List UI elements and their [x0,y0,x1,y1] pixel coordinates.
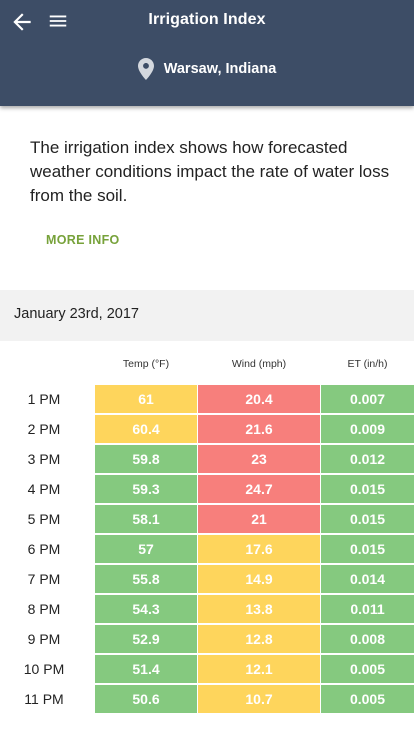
et-cell: 0.015 [321,535,414,563]
et-cell: 0.015 [321,505,414,533]
temp-cell: 57 [95,535,197,563]
app-header: Irrigation Index Warsaw, Indiana [0,0,414,106]
hamburger-menu-icon[interactable] [47,10,69,32]
et-cell: 0.005 [321,655,414,683]
row-time-label: 6 PM [27,541,61,557]
row-time-label: 8 PM [27,601,61,617]
row-time-label: 3 PM [27,451,61,467]
column-header-et: ET (in/h) [347,358,388,370]
column-header-temp: Temp (°F) [122,358,170,370]
more-info-link[interactable]: MORE INFO [46,233,120,247]
row-time-label: 1 PM [27,391,61,407]
temp-cell: 54.3 [95,595,197,623]
row-time-label: 2 PM [27,421,61,437]
et-cell: 0.008 [321,625,414,653]
et-cell: 0.007 [321,385,414,413]
temp-cell: 60.4 [95,415,197,443]
intro-text: The irrigation index shows how forecaste… [30,138,390,205]
location-name: Warsaw, Indiana [163,61,277,77]
wind-cell: 14.9 [198,565,320,593]
et-cell: 0.012 [321,445,414,473]
wind-cell: 12.1 [198,655,320,683]
et-cell: 0.009 [321,415,414,443]
row-time-label: 11 PM [24,691,64,707]
et-cell: 0.005 [321,685,414,713]
et-cell: 0.015 [321,475,414,503]
row-time-label: 4 PM [27,481,61,497]
wind-cell: 21.6 [198,415,320,443]
et-cell: 0.011 [321,595,414,623]
wind-cell: 24.7 [198,475,320,503]
temp-cell: 55.8 [95,565,197,593]
temp-cell: 50.6 [95,685,197,713]
page-title: Irrigation Index [148,11,266,28]
temp-cell: 58.1 [95,505,197,533]
temp-cell: 61 [95,385,197,413]
wind-cell: 12.8 [198,625,320,653]
date-bar: January 23rd, 2017 [0,290,414,341]
temp-cell: 52.9 [95,625,197,653]
wind-cell: 21 [198,505,320,533]
row-time-label: 5 PM [27,511,61,527]
temp-cell: 59.8 [95,445,197,473]
et-cell: 0.014 [321,565,414,593]
back-arrow-icon[interactable] [9,9,35,35]
wind-cell: 23 [198,445,320,473]
temp-cell: 59.3 [95,475,197,503]
wind-cell: 13.8 [198,595,320,623]
forecast-date: January 23rd, 2017 [14,306,139,322]
temp-cell: 51.4 [95,655,197,683]
wind-cell: 10.7 [198,685,320,713]
row-time-label: 9 PM [27,631,61,647]
column-header-wind: Wind (mph) [231,358,287,370]
location-pin-icon [137,58,154,80]
row-time-label: 10 PM [23,661,65,677]
wind-cell: 20.4 [198,385,320,413]
location-row[interactable]: Warsaw, Indiana [0,57,414,81]
wind-cell: 17.6 [198,535,320,563]
row-time-label: 7 PM [27,571,61,587]
